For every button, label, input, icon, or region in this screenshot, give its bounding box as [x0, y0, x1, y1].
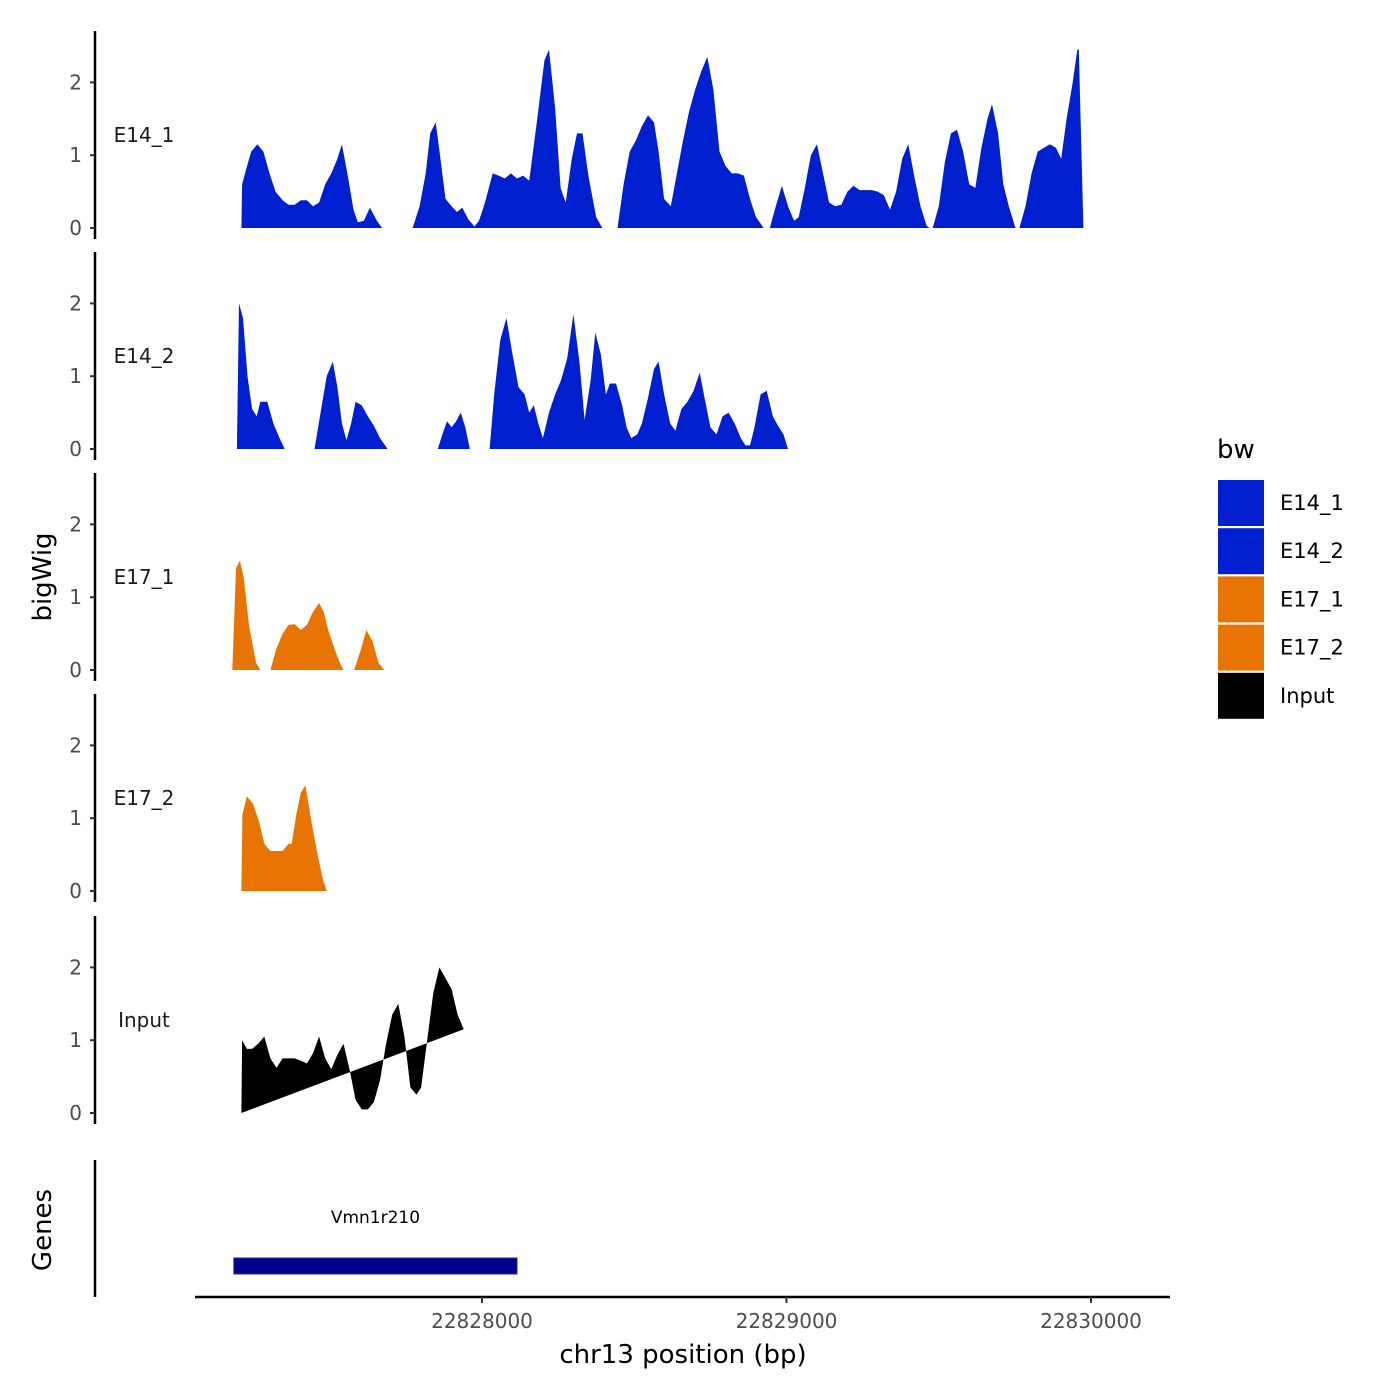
signal-area-E14_2	[236, 303, 285, 449]
signal-area-E14_1	[412, 49, 603, 228]
y-tick-label: 0	[69, 216, 82, 240]
signal-area-E17_1	[270, 603, 344, 670]
tracks-layer: 0 1 2 E14_1 0 1 2 E14_2 0 1 2 E17_1 0 1 2 E17_2 0 1 2 Input	[69, 31, 1084, 1125]
legend-swatch-E17_2	[1218, 624, 1264, 671]
track-label: E14_1	[114, 123, 175, 147]
y-axis-title: bigWig	[28, 532, 58, 621]
legend-title: bw	[1217, 435, 1255, 465]
track-Input: 0 1 2 Input	[69, 916, 464, 1125]
y-tick-label: 2	[69, 512, 82, 536]
y-tick-label: 0	[69, 879, 82, 903]
signal-area-E14_2	[437, 412, 470, 449]
track-E17_1: 0 1 2 E17_1	[69, 473, 385, 682]
signal-area-E14_1	[241, 144, 383, 228]
y-tick-label: 2	[69, 70, 82, 94]
x-tick-label: 22828000	[431, 1309, 533, 1333]
legend-label: Input	[1280, 684, 1334, 708]
legend-label: E17_1	[1280, 587, 1344, 612]
signal-area-E14_1	[932, 104, 1016, 228]
legend-swatch-E14_2	[1218, 528, 1264, 575]
y-tick-label: 2	[69, 733, 82, 757]
x-tick-label: 22829000	[736, 1309, 838, 1333]
track-label: Input	[118, 1008, 170, 1032]
y-tick-label: 2	[69, 291, 82, 315]
y-tick-label: 1	[69, 1028, 82, 1052]
signal-area-E17_1	[232, 560, 261, 670]
track-label: E17_1	[114, 565, 175, 589]
gene-label: Vmn1r210	[331, 1208, 420, 1228]
legend-swatch-Input	[1218, 672, 1264, 719]
track-E17_2: 0 1 2 E17_2	[69, 694, 327, 903]
signal-area-E14_1	[617, 56, 764, 229]
signal-area-E17_2	[241, 785, 327, 891]
gene-body	[233, 1257, 518, 1275]
legend-label: E14_1	[1280, 491, 1344, 516]
track-E14_2: 0 1 2 E14_2	[69, 252, 788, 461]
x-tick-label: 22830000	[1040, 1309, 1142, 1333]
genes-panel: Vmn1r210	[93, 1160, 518, 1297]
y-tick-label: 0	[69, 1101, 82, 1125]
signal-area-E14_1	[1019, 49, 1084, 228]
legend-label: E14_2	[1280, 539, 1344, 564]
y-tick-label: 0	[69, 437, 82, 461]
y-tick-label: 1	[69, 364, 82, 388]
legend: bw E14_1 E14_2 E17_1 E17_2 Input	[1217, 435, 1344, 719]
signal-area-Input	[241, 967, 464, 1113]
legend-swatch-E17_1	[1218, 576, 1264, 623]
y-tick-label: 1	[69, 143, 82, 167]
track-label: E14_2	[114, 344, 175, 368]
signal-area-E14_2	[489, 314, 788, 449]
legend-label: E17_2	[1280, 636, 1344, 661]
genes-panel-title: Genes	[28, 1189, 58, 1271]
track-label: E17_2	[114, 786, 175, 810]
y-tick-label: 1	[69, 806, 82, 830]
legend-swatch-E14_1	[1218, 480, 1264, 526]
x-axis: 22828000 22829000 22830000	[195, 1295, 1170, 1333]
signal-area-E17_1	[354, 630, 385, 670]
signal-area-E14_1	[769, 144, 930, 228]
y-tick-label: 1	[69, 585, 82, 609]
track-E14_1: 0 1 2 E14_1	[69, 31, 1084, 240]
x-axis-title: chr13 position (bp)	[559, 1340, 806, 1370]
y-tick-label: 2	[69, 955, 82, 979]
y-tick-label: 0	[69, 658, 82, 682]
signal-area-E14_2	[314, 361, 388, 449]
